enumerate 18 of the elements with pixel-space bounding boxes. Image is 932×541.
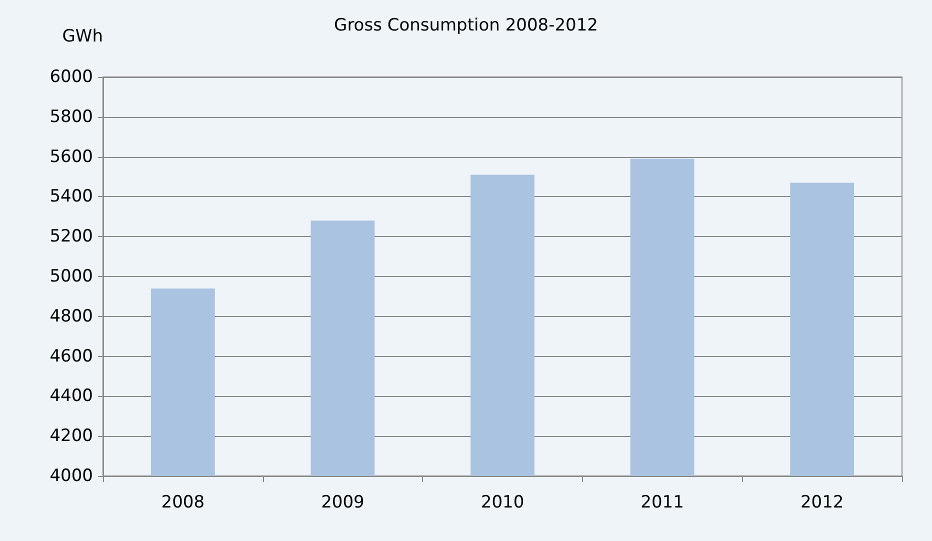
y-tick-label: 4200 [50, 426, 93, 446]
x-tick-label: 2009 [321, 492, 364, 512]
y-tick-label: 5400 [50, 186, 93, 207]
y-tick-label: 4800 [50, 306, 93, 326]
x-tick-label: 2008 [161, 492, 205, 512]
y-tick-label: 5200 [50, 226, 93, 247]
y-tick-label: 5600 [50, 146, 93, 167]
x-tick-label: 2012 [800, 492, 844, 512]
chart-title: Gross Consumption 2008-2012 [334, 16, 598, 36]
y-tick-label: 5800 [50, 106, 93, 127]
y-tick-label: 6000 [50, 67, 93, 87]
y-tick-label: 4400 [50, 386, 93, 406]
x-tick-label: 2010 [480, 492, 524, 512]
y-tick-label: 4600 [50, 346, 93, 366]
x-tick-label: 2011 [640, 492, 684, 512]
y-axis-title: GWh [62, 26, 103, 46]
y-tick-label: 4000 [50, 466, 93, 486]
y-tick-label: 5000 [50, 266, 93, 286]
